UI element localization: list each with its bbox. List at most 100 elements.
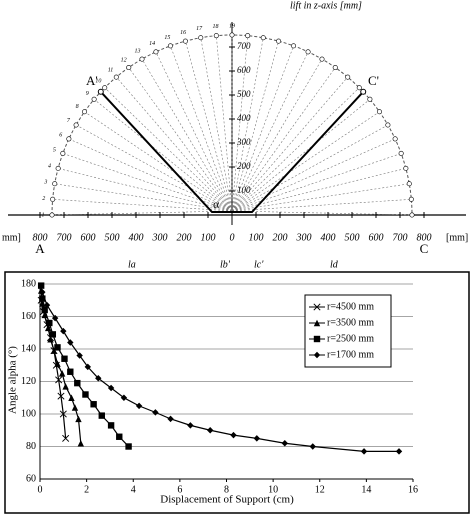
marker — [37, 282, 45, 289]
marker — [71, 404, 79, 411]
arc-point — [50, 196, 56, 202]
radial-line — [185, 41, 233, 212]
x-tick-label: 300 — [296, 232, 312, 243]
pivot — [360, 88, 367, 95]
y-axis-title: Angle alpha (°) — [7, 346, 19, 414]
length-label: lc' — [254, 259, 264, 270]
arc-point — [385, 122, 391, 128]
radial-line — [68, 138, 233, 212]
marker — [57, 392, 65, 400]
marker — [281, 440, 288, 447]
x-tick-label: 10 — [268, 484, 278, 495]
arc-point-number: 1 — [42, 212, 45, 218]
angle-label: α — [213, 197, 220, 211]
marker — [167, 415, 174, 423]
arc-point — [167, 43, 173, 49]
arc-point — [376, 109, 382, 115]
arc-point-number: 3 — [43, 180, 47, 186]
radial-line — [128, 67, 233, 212]
x-tick-label: 4 — [131, 484, 136, 495]
radial-line — [231, 35, 248, 212]
marker — [253, 435, 261, 442]
y-tick-label: 300 — [236, 137, 251, 147]
x-unit: mm] — [2, 232, 21, 243]
radial-line — [231, 124, 389, 212]
x-tick-label: 8 — [224, 484, 229, 495]
arc-point — [398, 150, 404, 156]
y-tick-label: 600 — [237, 65, 251, 75]
radial-line — [231, 153, 402, 212]
length-label: lb' — [220, 259, 231, 270]
arc-point — [102, 85, 108, 91]
marker — [54, 360, 61, 367]
arc-point — [139, 56, 145, 62]
marker — [360, 448, 368, 455]
radial-line — [231, 67, 336, 212]
radial-line — [54, 183, 233, 212]
x-tick-label: 6 — [177, 484, 182, 495]
arc-point — [367, 96, 373, 102]
pivot — [97, 88, 104, 95]
arc-point — [198, 35, 204, 41]
marker — [50, 347, 58, 354]
radial-line — [231, 99, 371, 212]
point-label: A' — [86, 73, 98, 88]
marker — [43, 301, 51, 309]
arc-point — [113, 74, 119, 80]
x-tick-label: 12 — [315, 484, 325, 495]
marker — [41, 311, 48, 319]
x-tick-label: 800 — [417, 232, 432, 243]
marker — [75, 415, 82, 423]
marker — [41, 306, 48, 314]
radial-line — [75, 124, 233, 212]
legend-label: r=3500 mm — [327, 317, 374, 328]
length-label: ld — [330, 259, 339, 270]
arc-point — [403, 165, 409, 171]
y-tick-label: 80 — [26, 441, 36, 452]
arc-point — [153, 49, 159, 55]
marker — [135, 402, 143, 410]
x-tick-label: 500 — [105, 232, 120, 243]
arc-point-number: 12 — [121, 58, 127, 64]
marker — [98, 412, 105, 419]
radial-line — [231, 199, 412, 212]
marker — [77, 440, 84, 447]
point-label: C' — [368, 73, 379, 88]
marker — [84, 363, 91, 371]
radial-line — [216, 35, 233, 212]
chart-frame — [4, 271, 470, 514]
marker — [206, 427, 214, 434]
arc-point-number: 5 — [53, 148, 56, 154]
marker — [39, 295, 46, 302]
x-tick-label: 100 — [201, 232, 216, 243]
x-tick-label: 700 — [57, 232, 72, 243]
y-tick-label: 400 — [237, 113, 251, 123]
x-tick-label: 400 — [129, 232, 144, 243]
arc-point — [60, 150, 66, 156]
arc-point — [408, 196, 414, 202]
arc-point — [305, 49, 311, 55]
y-tick-label: 100 — [237, 185, 251, 195]
arc-point — [406, 181, 412, 187]
marker — [47, 336, 54, 343]
arc-point — [73, 122, 79, 128]
radial-line — [104, 87, 233, 212]
point-label: A — [35, 241, 45, 256]
arc-point — [345, 74, 351, 80]
radial-line — [231, 45, 294, 212]
radial-line — [231, 87, 360, 212]
x-tick-label: 300 — [152, 232, 168, 243]
y-axis-title: lift in z-axis [mm] — [290, 0, 362, 11]
x-tick-label: 0 — [38, 484, 43, 495]
legend-label: r=4500 mm — [327, 301, 374, 312]
x-tick-label: 600 — [81, 232, 96, 243]
marker — [62, 383, 69, 390]
marker — [313, 335, 321, 343]
radial-line — [141, 58, 233, 212]
arc-point — [332, 65, 338, 71]
series-line — [40, 290, 82, 444]
arc-point — [82, 109, 88, 115]
y-tick-label: 500 — [237, 89, 251, 99]
y-tick-label: 160 — [21, 311, 36, 322]
